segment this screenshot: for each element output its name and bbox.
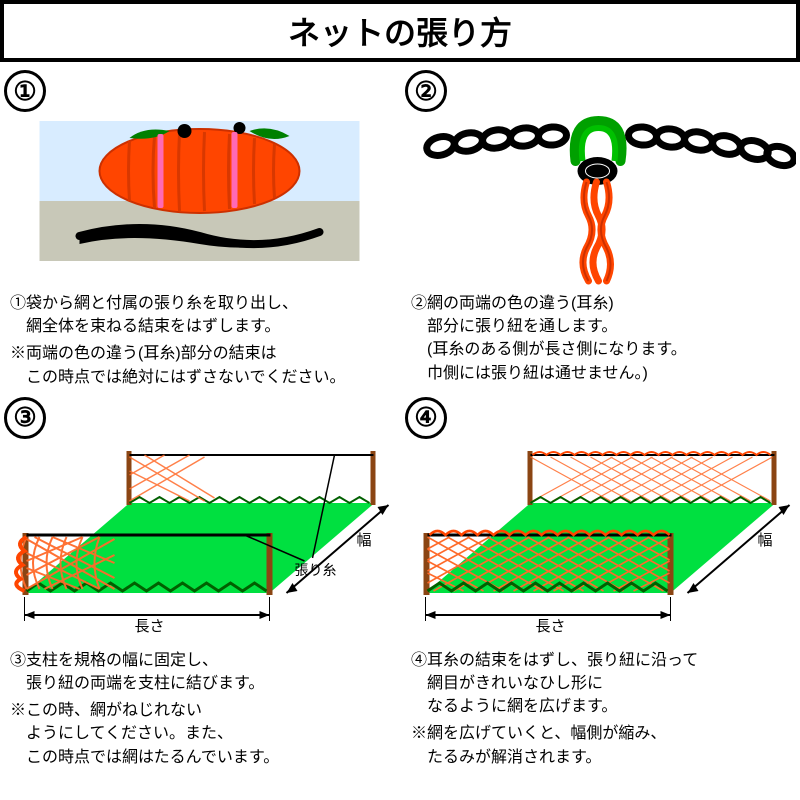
step-1-illustration [4,116,395,286]
step-4-number: ④ [405,397,447,439]
step3-string-label: 張り糸 [295,562,337,578]
step4-width-label: 幅 [758,532,773,549]
step-3-illustration: 長さ 幅 張り糸 [4,443,395,643]
step-1-text: ①袋から網と付属の張り糸を取り出し、 網全体を束ねる結束をはずします。 ※両端の… [4,292,395,393]
page-title: ネットの張り方 [0,0,800,62]
step-1: ① [4,70,395,393]
step-3-desc1: ③支柱を規格の幅に固定し、 張り紐の両端を支柱に結びます。 [10,649,389,695]
step-3: ③ [4,397,395,773]
steps-grid: ① [0,70,800,773]
step-2-illustration [405,116,796,286]
step-2-number: ② [405,70,447,112]
step-4-desc1: ④耳糸の結束をはずし、張り紐に沿って 網目がきれいなひし形に なるように網を広げ… [411,649,790,719]
step-2-text: ②網の両端の色の違う(耳糸) 部分に張り紐を通します。 (耳糸のある側が長さ側に… [405,292,796,389]
step4-length-label: 長さ [536,618,566,635]
step-4-text: ④耳糸の結束をはずし、張り紐に沿って 網目がきれいなひし形に なるように網を広げ… [405,649,796,773]
step3-width-label: 幅 [357,532,372,549]
step-4-illustration: 長さ 幅 [405,443,796,643]
step-2-desc1: ②網の両端の色の違う(耳糸) 部分に張り紐を通します。 (耳糸のある側が長さ側に… [411,292,790,385]
step-1-desc1: ①袋から網と付属の張り糸を取り出し、 網全体を束ねる結束をはずします。 [10,292,389,338]
step-2: ② [405,70,796,393]
step-1-number: ① [4,70,46,112]
step-4: ④ [405,397,796,773]
step3-length-label: 長さ [135,618,165,635]
step-3-number: ③ [4,397,46,439]
step-4-desc2: ※網を広げていくと、幅側が縮み、 たるみが解消されます。 [411,722,790,768]
step-3-desc2: ※この時、網がねじれない ようにしてください。また、 この時点では網はたるんでい… [10,699,389,769]
step-1-desc2: ※両端の色の違う(耳糸)部分の結束は この時点では絶対にはずさないでください。 [10,342,389,388]
step-3-text: ③支柱を規格の幅に固定し、 張り紐の両端を支柱に結びます。 ※この時、網がねじれ… [4,649,395,773]
